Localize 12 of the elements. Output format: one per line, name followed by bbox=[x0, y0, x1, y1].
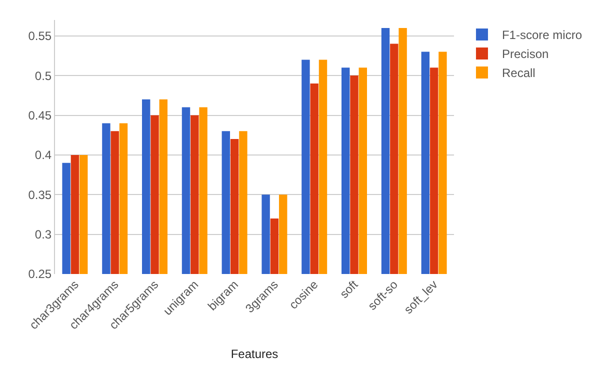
y-tick-label: 0.45 bbox=[28, 108, 52, 122]
legend-label: F1-score micro bbox=[502, 28, 582, 42]
legend-label: Recall bbox=[502, 66, 536, 80]
legend-label: Precison bbox=[502, 47, 549, 62]
y-tick-label: 0.35 bbox=[28, 188, 52, 202]
x-tick-label: soft bbox=[337, 276, 362, 302]
y-tick-label: 0.55 bbox=[28, 29, 52, 44]
y-tick-label: 0.25 bbox=[28, 267, 52, 282]
y-tick-label: 0.4 bbox=[34, 148, 52, 162]
y-tick-label: 0.5 bbox=[34, 68, 52, 83]
y-tick-label: 0.3 bbox=[34, 228, 52, 242]
x-axis-title: Features bbox=[230, 347, 278, 362]
